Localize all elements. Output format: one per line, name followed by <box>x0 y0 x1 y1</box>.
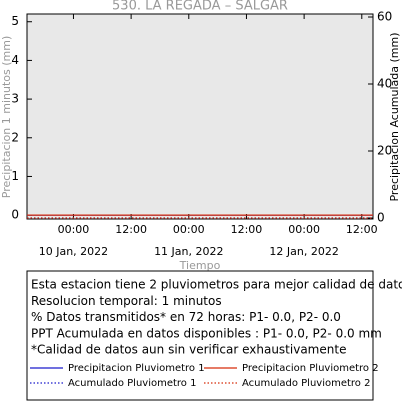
x-tick-label: 00:00 <box>173 223 205 236</box>
x-date-label: 11 Jan, 2022 <box>154 245 223 258</box>
y-tick-label: 0 <box>11 208 19 222</box>
plot-area <box>26 13 374 220</box>
y-axis-label: Precipitacion 1 minutos (mm) <box>0 36 13 198</box>
x-tick-label: 00:00 <box>58 223 90 236</box>
legend-label: Precipitacion Pluviometro 1 <box>68 363 205 374</box>
y2-tick-label: 0 <box>377 210 385 224</box>
chart-title: 530. LA REGADA – SALGAR <box>112 0 288 14</box>
x-tick-label: 12:00 <box>115 223 147 236</box>
info-text: % Datos transmitidos* en 72 horas: P1- 0… <box>31 310 341 324</box>
y-tick-label: 2 <box>11 130 19 144</box>
legend-label: Acumulado Pluviometro 1 <box>68 378 196 389</box>
legend-label: Acumulado Pluviometro 2 <box>242 378 370 389</box>
info-box <box>26 270 374 401</box>
y2-tick-label: 20 <box>377 144 392 158</box>
legend-label: Precipitacion Pluviometro 2 <box>242 363 379 374</box>
info-text: PPT Acumulada en datos disponibles : P1-… <box>31 326 382 340</box>
info-text: Esta estacion tiene 2 pluviometros para … <box>31 278 402 292</box>
x-tick-label: 12:00 <box>346 223 378 236</box>
x-date-label: 10 Jan, 2022 <box>39 245 108 258</box>
x-tick-label: 00:00 <box>288 223 320 236</box>
y-tick-label: 1 <box>11 169 19 183</box>
x-axis-label: Tiempo <box>179 259 221 272</box>
info-text: Resolucion temporal: 1 minutos <box>31 294 222 308</box>
y-tick-label: 4 <box>11 53 19 67</box>
x-date-label: 12 Jan, 2022 <box>269 245 338 258</box>
x-tick-label: 12:00 <box>231 223 263 236</box>
y2-axis-label: Precipitacion Acumulada (mm) <box>388 32 401 201</box>
y2-tick-label: 40 <box>377 77 392 91</box>
y-tick-label: 3 <box>11 92 19 106</box>
y-tick-label: 5 <box>11 14 19 28</box>
info-text: *Calidad de datos aun sin verificar exha… <box>31 343 346 357</box>
y2-tick-label: 60 <box>377 10 392 24</box>
